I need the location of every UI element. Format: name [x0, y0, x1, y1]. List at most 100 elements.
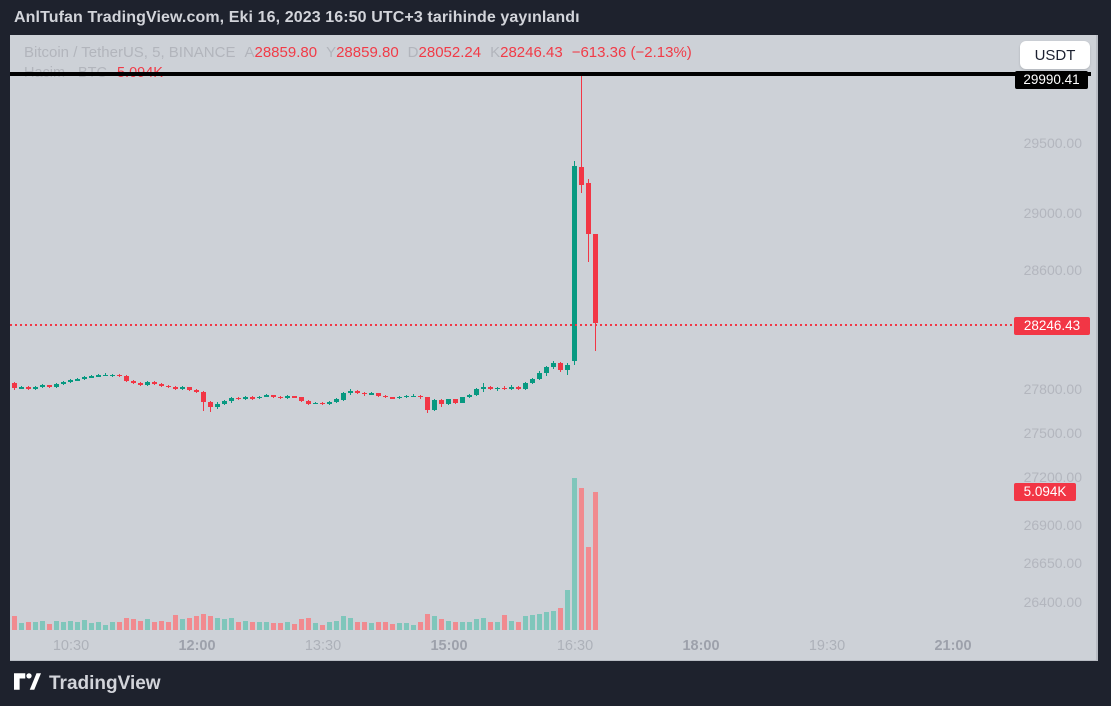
- candle-body: [425, 397, 430, 410]
- candle-body: [558, 363, 563, 370]
- candle-body: [334, 399, 339, 402]
- volume-bar: [145, 618, 150, 630]
- last-price-label: 28246.43: [1014, 317, 1090, 335]
- price-axis-label: 29000.00: [1023, 205, 1082, 221]
- volume-bar: [264, 622, 269, 630]
- candle-body: [537, 372, 542, 380]
- candle-body: [285, 396, 290, 399]
- volume-bar: [446, 621, 451, 630]
- volume-bar: [236, 621, 241, 630]
- volume-bar: [75, 622, 80, 630]
- volume-bar: [481, 617, 486, 630]
- volume-bar: [355, 621, 360, 630]
- volume-bar: [173, 615, 178, 630]
- volume-bar: [201, 613, 206, 630]
- volume-bar: [166, 622, 171, 630]
- candle-body: [243, 397, 248, 400]
- candle-body: [187, 387, 192, 390]
- volume-bar: [572, 478, 577, 630]
- volume-bar: [54, 620, 59, 630]
- time-axis-label: 15:00: [430, 638, 468, 654]
- candle-body: [565, 364, 570, 370]
- candle-body: [509, 386, 514, 390]
- candle-body: [348, 391, 353, 394]
- candle-body: [432, 399, 437, 410]
- volume-bar: [40, 621, 45, 630]
- volume-bar: [439, 619, 444, 630]
- time-axis-label: 21:00: [934, 638, 972, 654]
- volume-bar: [243, 620, 248, 630]
- candle-body: [124, 376, 129, 381]
- candle-body: [145, 382, 150, 386]
- price-change: −613.36 (−2.13%): [571, 44, 692, 61]
- volume-bar: [551, 611, 556, 630]
- ohlc-high: Y28859.80: [326, 44, 399, 61]
- symbol-title: Bitcoin / TetherUS, 5, BINANCE: [24, 44, 236, 61]
- volume-bar: [320, 624, 325, 630]
- chart-plot-area[interactable]: [10, 35, 1096, 632]
- price-axis-label: 28600.00: [1023, 262, 1082, 278]
- volume-bar: [208, 616, 213, 630]
- volume-bar: [390, 624, 395, 630]
- candle-body: [229, 397, 234, 402]
- volume-bar: [47, 624, 52, 630]
- volume-bar: [425, 613, 430, 630]
- candle-body: [68, 380, 73, 382]
- volume-bar: [222, 619, 227, 630]
- volume-bar: [558, 608, 563, 630]
- tradingview-logo-icon: [14, 671, 41, 697]
- currency-toggle-button[interactable]: USDT: [1020, 41, 1090, 69]
- candle-body: [488, 387, 493, 390]
- volume-bar: [68, 621, 73, 630]
- price-axis-label: 27500.00: [1023, 425, 1082, 441]
- candle-body: [579, 167, 584, 185]
- candle-body: [138, 382, 143, 386]
- volume-bar: [530, 615, 535, 630]
- volume-bar: [96, 621, 101, 630]
- candle-body: [152, 382, 157, 385]
- candle-body: [502, 387, 507, 390]
- publish-attribution: AnlTufan TradingView.com, Eki 16, 2023 1…: [14, 9, 580, 26]
- candle-body: [460, 397, 465, 403]
- candle-body: [271, 395, 276, 397]
- candle-body: [446, 399, 451, 404]
- volume-bar: [278, 623, 283, 630]
- candle-body: [383, 395, 388, 398]
- candle-body: [292, 396, 297, 398]
- volume-bar: [313, 623, 318, 630]
- volume-bar: [215, 617, 220, 630]
- volume-bar: [376, 621, 381, 630]
- candle-body: [474, 389, 479, 396]
- candle-body: [313, 402, 318, 405]
- symbol-legend[interactable]: Bitcoin / TetherUS, 5, BINANCE A28859.80…: [24, 44, 692, 61]
- candle-body: [278, 396, 283, 399]
- high-line-price-label: 29990.41: [1015, 71, 1088, 89]
- volume-bar: [460, 621, 465, 630]
- volume-bar: [383, 622, 388, 630]
- candle-body: [180, 387, 185, 390]
- candle-body: [586, 182, 591, 235]
- volume-bar: [453, 621, 458, 630]
- candle-body: [173, 387, 178, 390]
- candle-body: [47, 385, 52, 388]
- candle-body: [572, 166, 577, 361]
- time-axis[interactable]: 10:30 12:00 13:30 15:00 16:30 18:00 19:30 21:00: [10, 632, 1096, 661]
- volume-bar: [180, 619, 185, 630]
- candle-body: [159, 384, 164, 386]
- time-axis-label: 19:30: [808, 638, 846, 654]
- volume-bar: [250, 622, 255, 630]
- volume-bar: [61, 621, 66, 630]
- volume-bar: [418, 621, 423, 630]
- volume-bar: [103, 624, 108, 630]
- candle-body: [82, 376, 87, 380]
- candle-body: [341, 393, 346, 400]
- candle-body: [411, 395, 416, 398]
- volume-bar: [432, 616, 437, 630]
- tradingview-footer-link[interactable]: TradingView: [14, 671, 161, 697]
- volume-bar: [26, 621, 31, 630]
- volume-bar: [565, 589, 570, 630]
- candle-body: [19, 387, 24, 389]
- price-axis-label: 26650.00: [1023, 555, 1082, 571]
- volume-bar: [586, 547, 591, 630]
